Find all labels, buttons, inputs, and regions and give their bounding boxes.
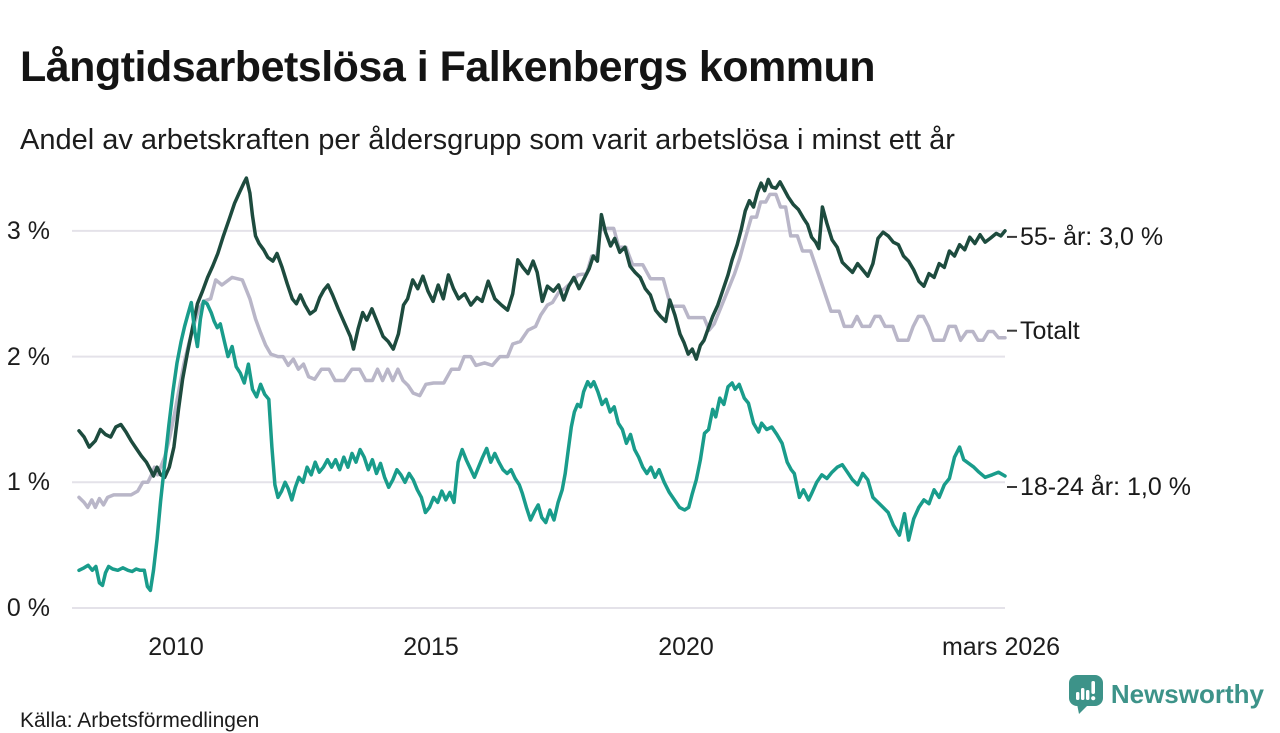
- series-label-18-24: 18-24 år: 1,0 %: [1020, 473, 1191, 501]
- series-label-totalt: Totalt: [1020, 317, 1080, 345]
- y-tick-label: 3 %: [6, 217, 50, 245]
- newsworthy-bubble-chart-icon: [1068, 675, 1103, 714]
- chart-subtitle: Andel av arbetskraften per åldersgrupp s…: [20, 124, 955, 156]
- x-tick-label: 2020: [658, 633, 714, 661]
- x-tick-label: 2010: [148, 633, 204, 661]
- x-tick-label: mars 2026: [941, 633, 1061, 661]
- series-label-55: 55- år: 3,0 %: [1020, 223, 1164, 251]
- y-tick-label: 0 %: [6, 594, 50, 622]
- x-tick-label: 2015: [403, 633, 459, 661]
- newsworthy-logo-text: Newsworthy: [1110, 678, 1264, 709]
- chart-title: Långtidsarbetslösa i Falkenbergs kommun: [20, 42, 876, 91]
- y-tick-label: 1 %: [6, 468, 50, 496]
- newsworthy-logo: Newsworthy: [1068, 674, 1264, 714]
- source-note: Källa: Arbetsförmedlingen: [20, 709, 260, 732]
- y-tick-label: 2 %: [6, 343, 50, 371]
